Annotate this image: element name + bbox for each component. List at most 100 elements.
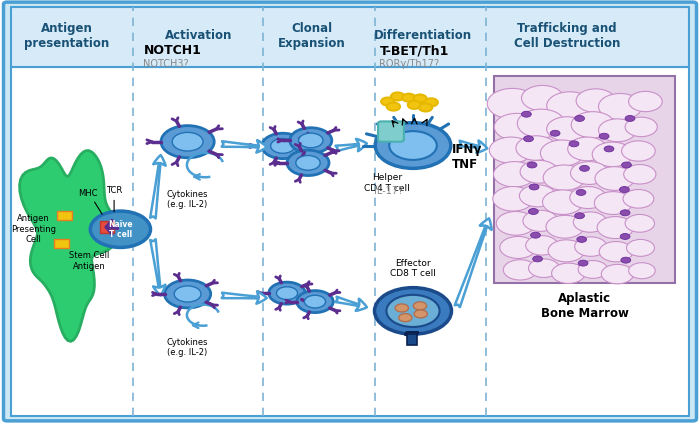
Circle shape (592, 142, 633, 167)
Polygon shape (20, 151, 118, 341)
Circle shape (528, 209, 538, 214)
Circle shape (402, 94, 415, 102)
Text: Cytokines
(e.g. IL-2): Cytokines (e.g. IL-2) (167, 338, 209, 357)
Circle shape (568, 137, 607, 161)
Circle shape (550, 130, 560, 136)
Text: Antigen
presentation: Antigen presentation (24, 22, 109, 49)
Circle shape (522, 111, 531, 117)
Circle shape (271, 139, 295, 153)
Circle shape (547, 92, 593, 120)
Circle shape (520, 160, 558, 183)
Circle shape (290, 128, 332, 153)
Circle shape (287, 150, 329, 176)
Circle shape (594, 192, 632, 214)
Circle shape (413, 302, 426, 310)
Circle shape (262, 133, 304, 159)
Bar (100, 221, 114, 233)
Bar (11, 67, 689, 416)
Circle shape (516, 136, 556, 160)
Circle shape (546, 215, 584, 238)
Circle shape (524, 136, 533, 142)
Circle shape (500, 236, 536, 258)
Circle shape (523, 210, 558, 231)
Text: IFNγ
TNF: IFNγ TNF (452, 143, 482, 171)
Text: Trafficking and
Cell Destruction: Trafficking and Cell Destruction (514, 22, 620, 49)
Text: Differentiation: Differentiation (374, 29, 472, 42)
Circle shape (571, 112, 615, 138)
Circle shape (623, 190, 654, 208)
Circle shape (598, 119, 636, 142)
Text: NOTCH1: NOTCH1 (144, 44, 202, 57)
Circle shape (576, 89, 615, 113)
FancyBboxPatch shape (4, 2, 696, 421)
Circle shape (552, 263, 585, 283)
Circle shape (597, 217, 634, 239)
Circle shape (489, 137, 533, 163)
Text: T-BET/Th1: T-BET/Th1 (379, 44, 449, 57)
Circle shape (161, 126, 214, 158)
Circle shape (374, 288, 452, 334)
Circle shape (599, 133, 609, 139)
Circle shape (297, 291, 333, 313)
Circle shape (576, 190, 586, 195)
Circle shape (389, 131, 437, 160)
Circle shape (413, 95, 426, 103)
Circle shape (542, 190, 583, 214)
Circle shape (526, 236, 558, 255)
Circle shape (487, 88, 538, 119)
Circle shape (599, 242, 633, 262)
Circle shape (578, 260, 588, 266)
Circle shape (547, 117, 587, 141)
Circle shape (624, 165, 656, 184)
Circle shape (503, 260, 537, 280)
Circle shape (172, 132, 203, 151)
Circle shape (580, 165, 589, 171)
FancyBboxPatch shape (378, 121, 404, 142)
Circle shape (531, 232, 540, 238)
Circle shape (543, 165, 585, 190)
Circle shape (621, 257, 631, 263)
Circle shape (424, 98, 438, 107)
Circle shape (296, 156, 320, 170)
Circle shape (625, 115, 635, 121)
Circle shape (620, 233, 630, 239)
Circle shape (269, 282, 305, 304)
Text: Clonal
Expansion: Clonal Expansion (278, 22, 345, 49)
Text: IL-17?: IL-17? (374, 186, 403, 196)
Circle shape (577, 236, 587, 242)
Circle shape (573, 212, 607, 232)
Text: Stem Cell
Antigen: Stem Cell Antigen (69, 251, 110, 271)
Circle shape (625, 214, 654, 232)
Circle shape (299, 133, 323, 148)
Text: Naïve
T cell: Naïve T cell (108, 220, 133, 239)
Circle shape (578, 261, 608, 278)
Bar (57, 211, 72, 220)
Bar (11, 7, 689, 67)
Text: MHC: MHC (78, 189, 98, 198)
Circle shape (626, 239, 654, 256)
Circle shape (407, 101, 421, 109)
Circle shape (399, 314, 412, 322)
Circle shape (522, 85, 564, 111)
Circle shape (598, 93, 642, 120)
Circle shape (533, 256, 542, 262)
Circle shape (90, 211, 150, 247)
Bar (54, 239, 69, 248)
Circle shape (517, 109, 565, 138)
Circle shape (622, 162, 631, 168)
Text: Activation: Activation (165, 29, 232, 42)
Circle shape (164, 280, 211, 308)
Circle shape (494, 113, 539, 140)
Circle shape (493, 187, 533, 211)
Circle shape (494, 162, 536, 187)
Circle shape (382, 97, 395, 106)
Circle shape (391, 93, 404, 101)
Text: TCR: TCR (106, 187, 122, 195)
Bar (494, 76, 675, 283)
Circle shape (395, 304, 408, 312)
Circle shape (276, 287, 298, 299)
Circle shape (174, 286, 201, 302)
Circle shape (548, 240, 584, 262)
Text: Effector
CD8 T cell: Effector CD8 T cell (390, 259, 436, 278)
Circle shape (375, 123, 451, 168)
